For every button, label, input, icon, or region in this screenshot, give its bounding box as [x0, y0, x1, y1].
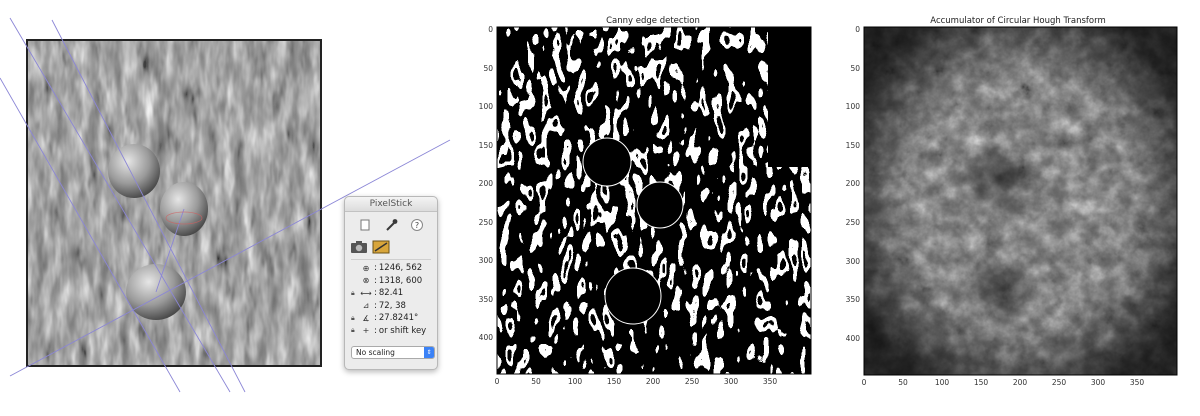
y-tick-label: 300 [845, 256, 860, 266]
egg-1 [108, 144, 160, 198]
row-start-point: ⊕ : 1246, 562 [345, 262, 437, 275]
lock-icon[interactable]: 🔒︎ [351, 313, 355, 322]
x-tick-label: 300 [1090, 378, 1106, 387]
distance-value: 82.41 [378, 288, 404, 299]
tool-square-icon[interactable] [357, 217, 373, 233]
distance-icon: ⟷ [360, 288, 372, 298]
y-tick-label: 150 [845, 140, 860, 150]
nest-photo-area [0, 0, 460, 416]
help-icon[interactable]: ? [409, 217, 425, 233]
y-tick-label: 350 [478, 294, 493, 304]
chevron-updown-icon: ⇕ [424, 347, 434, 358]
lock-icon[interactable]: 🔒︎ [351, 288, 355, 297]
y-tick-label: 0 [488, 25, 493, 34]
y-tick-label: 250 [478, 217, 493, 227]
pixelstick-panel: PixelStick ? ⊕ : 1246, 562 ⊗ : 1318, 600… [344, 196, 438, 370]
x-tick-label: 150 [973, 378, 989, 387]
crosshair-start-icon[interactable]: ⊕ [362, 263, 370, 273]
row-angle: 🔒︎ ∡ : 27.8241° [351, 313, 419, 324]
lock-icon[interactable]: 🔒︎ [351, 326, 355, 335]
row-end-point: ⊗ : 1318, 600 [345, 275, 437, 288]
delta-value: 72, 38 [378, 300, 406, 311]
x-tick-label: 50 [531, 377, 541, 386]
x-tick-label: 250 [1051, 378, 1067, 387]
y-tick-label: 400 [845, 333, 860, 343]
y-tick-label: 300 [478, 256, 493, 265]
row-distance: 🔒︎ ⟷ : 82.41 [351, 288, 404, 299]
plus-move-icon: + [362, 326, 370, 336]
y-tick-label: 150 [478, 140, 493, 150]
x-tick-label: 300 [723, 377, 739, 386]
x-tick-label: 100 [934, 378, 950, 387]
x-tick-label: 350 [762, 377, 778, 386]
angle-value: 27.8241° [378, 313, 419, 324]
x-tick-label: 350 [1129, 378, 1145, 387]
y-tick-label: 200 [478, 179, 493, 188]
x-tick-label: 50 [898, 378, 908, 387]
y-tick-label: 350 [845, 295, 860, 305]
scaling-select-value: No scaling [356, 348, 395, 357]
help-label: ? [415, 221, 419, 230]
x-tick-label: 100 [567, 377, 583, 386]
camera-icon[interactable] [350, 239, 368, 255]
row-shift-key: 🔒︎ + : or shift key [351, 325, 427, 336]
pixelstick-title: PixelStick [345, 197, 437, 212]
y-tick-label: 200 [845, 179, 860, 189]
hough-plot-title: Accumulator of Circular Hough Transform [930, 16, 1106, 26]
x-tick-label: 250 [684, 377, 700, 386]
shift-key-hint: or shift key [378, 325, 427, 336]
y-tick-label: 50 [850, 63, 860, 73]
measurement-guides [0, 17, 451, 393]
y-tick-label: 100 [845, 102, 860, 112]
x-tick-label: 200 [1012, 378, 1028, 387]
end-point-value: 1318, 600 [378, 275, 423, 286]
pixelstick-mode-row [345, 238, 437, 256]
pixelstick-divider [351, 259, 431, 260]
angle-icon: ∡ [362, 313, 370, 323]
x-tick-label: 0 [494, 377, 500, 386]
x-tick-label: 150 [606, 377, 622, 386]
y-tick-label: 400 [478, 333, 493, 342]
nest-photo [0, 17, 451, 393]
pixelstick-toolbar: ? [345, 216, 437, 234]
y-tick-label: 50 [483, 63, 493, 73]
row-delta: ⊿ : 72, 38 [345, 300, 437, 313]
scaling-select[interactable]: No scaling ⇕ [351, 346, 435, 359]
eyedropper-icon[interactable] [383, 217, 399, 233]
y-tick-label: 0 [855, 25, 860, 34]
x-tick-label: 200 [645, 377, 661, 386]
y-tick-label: 100 [478, 102, 493, 111]
ruler-snapshot-icon[interactable] [372, 239, 390, 255]
crosshair-end-icon[interactable]: ⊗ [362, 276, 370, 286]
start-point-value: 1246, 562 [378, 263, 423, 274]
triangle-delta-icon: ⊿ [362, 301, 370, 311]
x-tick-label: 0 [861, 378, 867, 387]
y-tick-label: 250 [845, 218, 860, 227]
canny-plot-title: Canny edge detection [606, 16, 700, 26]
